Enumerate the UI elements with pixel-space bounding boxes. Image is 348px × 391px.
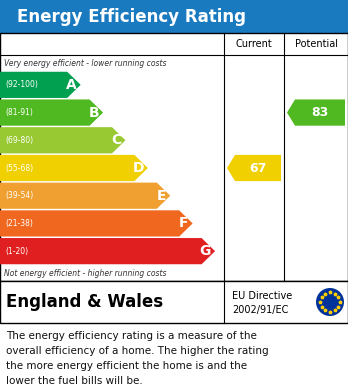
Polygon shape (0, 183, 170, 209)
Text: (92-100): (92-100) (5, 81, 38, 90)
Text: (1-20): (1-20) (5, 247, 28, 256)
Text: B: B (88, 106, 99, 120)
Text: The energy efficiency rating is a measure of the: The energy efficiency rating is a measur… (6, 331, 257, 341)
Text: 67: 67 (249, 161, 267, 174)
Polygon shape (0, 72, 81, 98)
Text: C: C (111, 133, 121, 147)
Polygon shape (0, 155, 148, 181)
Bar (0, 33, 348, 281)
Text: (81-91): (81-91) (5, 108, 33, 117)
Polygon shape (0, 127, 125, 153)
Text: overall efficiency of a home. The higher the rating: overall efficiency of a home. The higher… (6, 346, 269, 356)
Text: Current: Current (236, 39, 272, 49)
Text: (69-80): (69-80) (5, 136, 33, 145)
Text: England & Wales: England & Wales (6, 293, 163, 311)
Bar (0, 281, 348, 323)
Text: (21-38): (21-38) (5, 219, 33, 228)
Text: the more energy efficient the home is and the: the more energy efficient the home is an… (6, 361, 247, 371)
Text: G: G (200, 244, 211, 258)
Polygon shape (287, 99, 345, 126)
Text: F: F (179, 217, 189, 230)
Text: (39-54): (39-54) (5, 191, 33, 200)
Text: D: D (132, 161, 144, 175)
Polygon shape (0, 210, 193, 237)
Text: (55-68): (55-68) (5, 163, 33, 172)
Circle shape (316, 288, 344, 316)
Bar (0, 0, 348, 33)
Polygon shape (227, 155, 281, 181)
Text: 83: 83 (311, 106, 329, 119)
Text: 2002/91/EC: 2002/91/EC (232, 305, 288, 315)
Polygon shape (0, 238, 215, 264)
Text: A: A (66, 78, 77, 92)
Text: EU Directive: EU Directive (232, 291, 292, 301)
Text: lower the fuel bills will be.: lower the fuel bills will be. (6, 376, 143, 386)
Text: Very energy efficient - lower running costs: Very energy efficient - lower running co… (4, 59, 166, 68)
Text: Not energy efficient - higher running costs: Not energy efficient - higher running co… (4, 269, 166, 278)
Polygon shape (0, 99, 103, 126)
Text: Potential: Potential (294, 39, 338, 49)
Text: E: E (157, 189, 166, 203)
Text: Energy Efficiency Rating: Energy Efficiency Rating (17, 7, 246, 25)
